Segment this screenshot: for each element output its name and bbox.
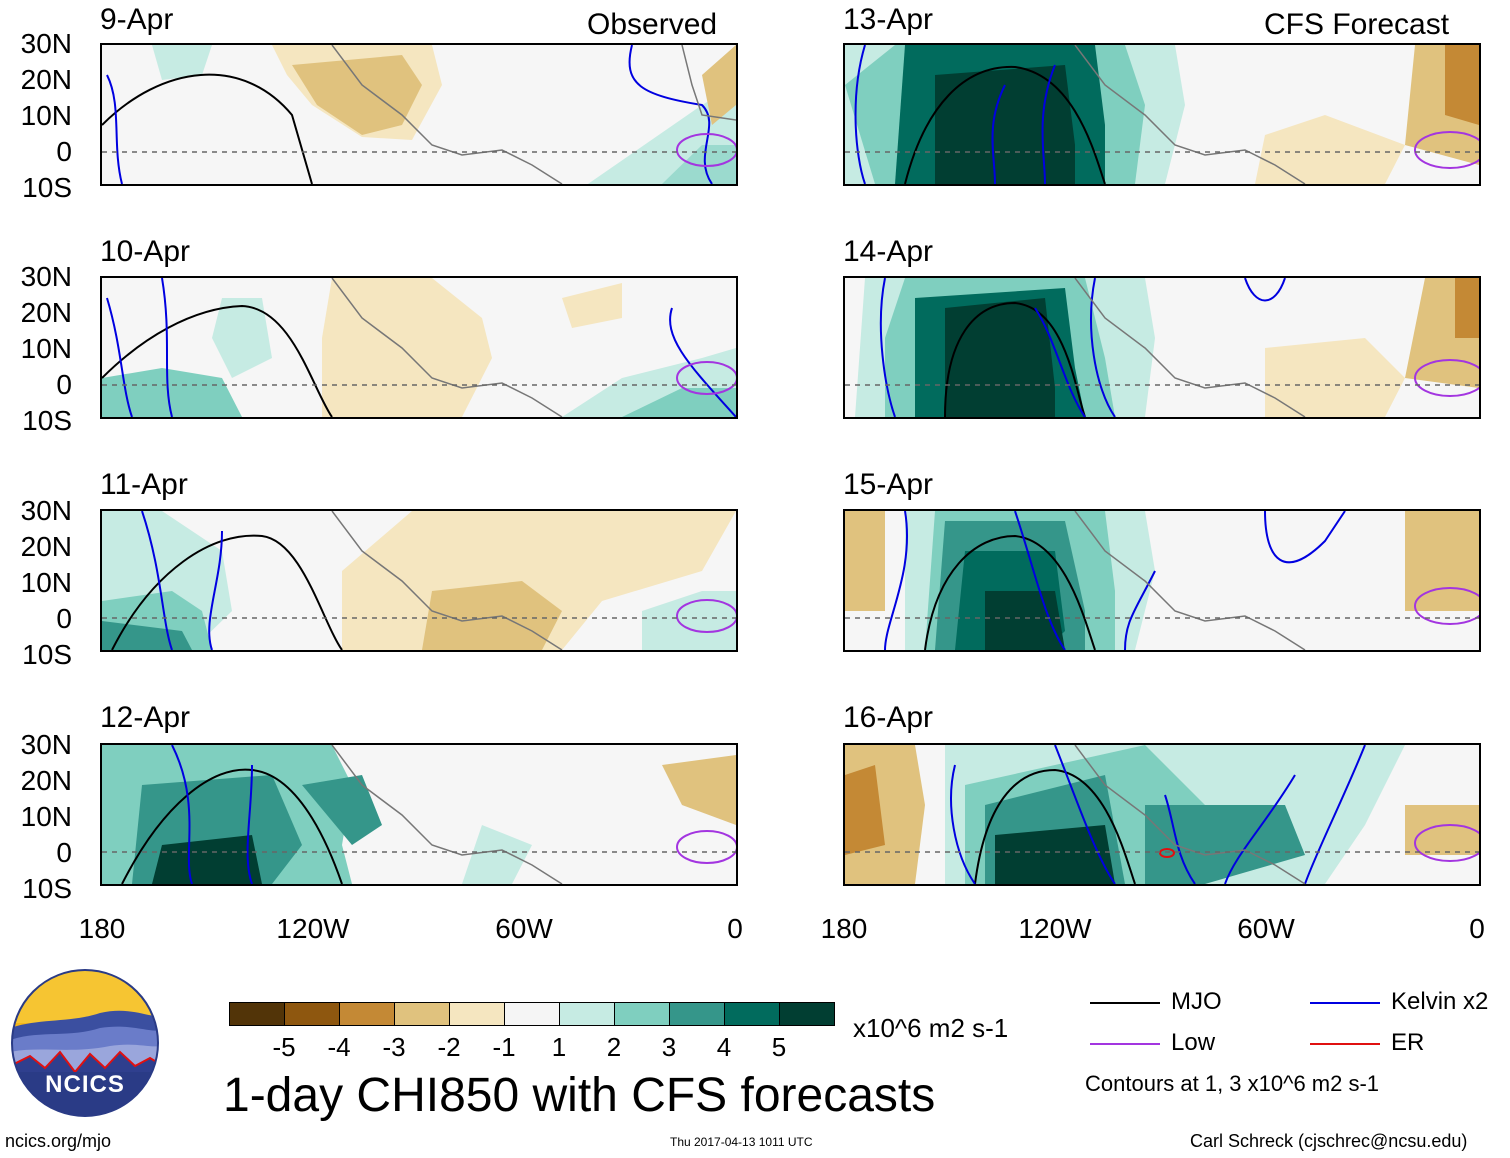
ncics-logo-text: NCICS	[45, 1071, 125, 1098]
colorbar-units: x10^6 m2 s-1	[853, 1013, 1009, 1043]
map-field	[845, 511, 1479, 650]
colorbar-tick-label: 5	[771, 1032, 787, 1062]
y-tick-label: 10N	[20, 100, 72, 131]
panel-date-label: 10-Apr	[100, 235, 191, 268]
map-panel-forecast-1	[843, 43, 1481, 186]
map-field	[845, 45, 1479, 184]
x-tick-label: 180	[820, 913, 868, 944]
panel-date-label: 16-Apr	[843, 701, 934, 734]
observed-label: Observed	[587, 8, 718, 41]
legend: MJO Kelvin x2 Low ER Contours at 1, 3 x1…	[1085, 988, 1505, 1098]
map-panel-observed-1	[100, 43, 738, 186]
x-tick-label: 0	[727, 913, 743, 944]
map-field	[845, 278, 1479, 417]
colorbar-swatch	[449, 1002, 505, 1026]
y-tick-label: 20N	[20, 531, 72, 562]
ncics-logo: NCICS	[10, 968, 160, 1118]
legend-label-mjo: MJO	[1171, 988, 1222, 1015]
colorbar-ticks: -5 -4 -3 -2 -1 1 2 3 4 5	[229, 1032, 834, 1062]
y-tick-label: 10N	[20, 333, 72, 364]
colorbar-swatch	[339, 1002, 395, 1026]
legend-line-kelvin	[1310, 1002, 1380, 1004]
colorbar-tick-label: -3	[382, 1032, 406, 1062]
y-tick-label: 30N	[20, 495, 72, 526]
ncics-logo-graphic	[11, 969, 159, 1117]
y-tick-label: 10S	[22, 172, 72, 203]
colorbar-swatch	[559, 1002, 615, 1026]
panel-date-label: 13-Apr	[843, 3, 934, 36]
footer-author: Carl Schreck (cjschrec@ncsu.edu)	[1190, 1131, 1468, 1151]
panel-date-label: 9-Apr	[100, 3, 174, 36]
y-tick-label: 30N	[20, 28, 72, 59]
main-title: 1-day CHI850 with CFS forecasts	[223, 1069, 936, 1122]
colorbar-tick-label: 4	[716, 1032, 732, 1062]
x-tick-label: 180	[78, 913, 126, 944]
colorbar-tick-label: -1	[492, 1032, 516, 1062]
x-tick-label: 120W	[276, 913, 350, 944]
y-tick-label: 10S	[22, 405, 72, 436]
map-panel-observed-3	[100, 509, 738, 652]
y-tick-label: 20N	[20, 64, 72, 95]
map-field	[102, 45, 736, 184]
x-tick-label: 0	[1469, 913, 1485, 944]
colorbar-swatch	[724, 1002, 780, 1026]
y-tick-label: 30N	[20, 729, 72, 760]
x-tick-label: 60W	[495, 913, 553, 944]
colorbar-swatch	[504, 1002, 560, 1026]
y-tick-label: 0	[56, 369, 72, 400]
panel-date-label: 12-Apr	[100, 701, 191, 734]
map-panel-forecast-3	[843, 509, 1481, 652]
legend-line-mjo	[1090, 1002, 1160, 1004]
map-field	[845, 745, 1479, 884]
colorbar-boxes	[229, 1002, 835, 1026]
y-tick-label: 20N	[20, 297, 72, 328]
map-panel-observed-2	[100, 276, 738, 419]
x-tick-label: 120W	[1018, 913, 1092, 944]
y-tick-label: 0	[56, 837, 72, 868]
colorbar-tick-label: -2	[437, 1032, 461, 1062]
x-tick-label: 60W	[1237, 913, 1295, 944]
y-tick-label: 10N	[20, 567, 72, 598]
colorbar-swatch	[229, 1002, 285, 1026]
y-tick-label: 20N	[20, 765, 72, 796]
map-field	[102, 511, 736, 650]
y-tick-label: 0	[56, 136, 72, 167]
footer-timestamp: Thu 2017-04-13 1011 UTC	[670, 1135, 813, 1149]
y-tick-label: 10S	[22, 639, 72, 670]
legend-line-er	[1310, 1043, 1380, 1045]
colorbar-tick-label: 1	[551, 1032, 567, 1062]
colorbar-swatch	[669, 1002, 725, 1026]
map-panel-forecast-2	[843, 276, 1481, 419]
footer-url: ncics.org/mjo	[5, 1131, 112, 1151]
y-tick-label: 10S	[22, 873, 72, 904]
map-field	[102, 745, 736, 884]
colorbar-swatch	[614, 1002, 670, 1026]
map-panel-observed-4	[100, 743, 738, 886]
panel-date-label: 11-Apr	[100, 468, 188, 501]
colorbar-tick-label: -4	[327, 1032, 351, 1062]
colorbar-tick-label: -5	[272, 1032, 296, 1062]
y-tick-label: 10N	[20, 801, 72, 832]
colorbar-swatch	[394, 1002, 450, 1026]
legend-label-low: Low	[1171, 1029, 1216, 1056]
panel-date-label: 14-Apr	[843, 235, 934, 268]
colorbar: -5 -4 -3 -2 -1 1 2 3 4 5	[229, 1002, 835, 1062]
colorbar-swatch	[284, 1002, 340, 1026]
legend-label-er: ER	[1391, 1029, 1425, 1056]
forecast-label: CFS Forecast	[1264, 8, 1450, 41]
map-field	[102, 278, 736, 417]
legend-label-kelvin: Kelvin x2	[1391, 988, 1489, 1015]
y-tick-label: 30N	[20, 261, 72, 292]
panel-date-label: 15-Apr	[843, 468, 934, 501]
y-tick-label: 0	[56, 603, 72, 634]
colorbar-tick-label: 3	[661, 1032, 677, 1062]
contours-note: Contours at 1, 3 x10^6 m2 s-1	[1085, 1071, 1380, 1096]
colorbar-tick-label: 2	[606, 1032, 622, 1062]
legend-line-low	[1090, 1043, 1160, 1045]
map-panel-forecast-4	[843, 743, 1481, 886]
colorbar-swatch	[779, 1002, 835, 1026]
